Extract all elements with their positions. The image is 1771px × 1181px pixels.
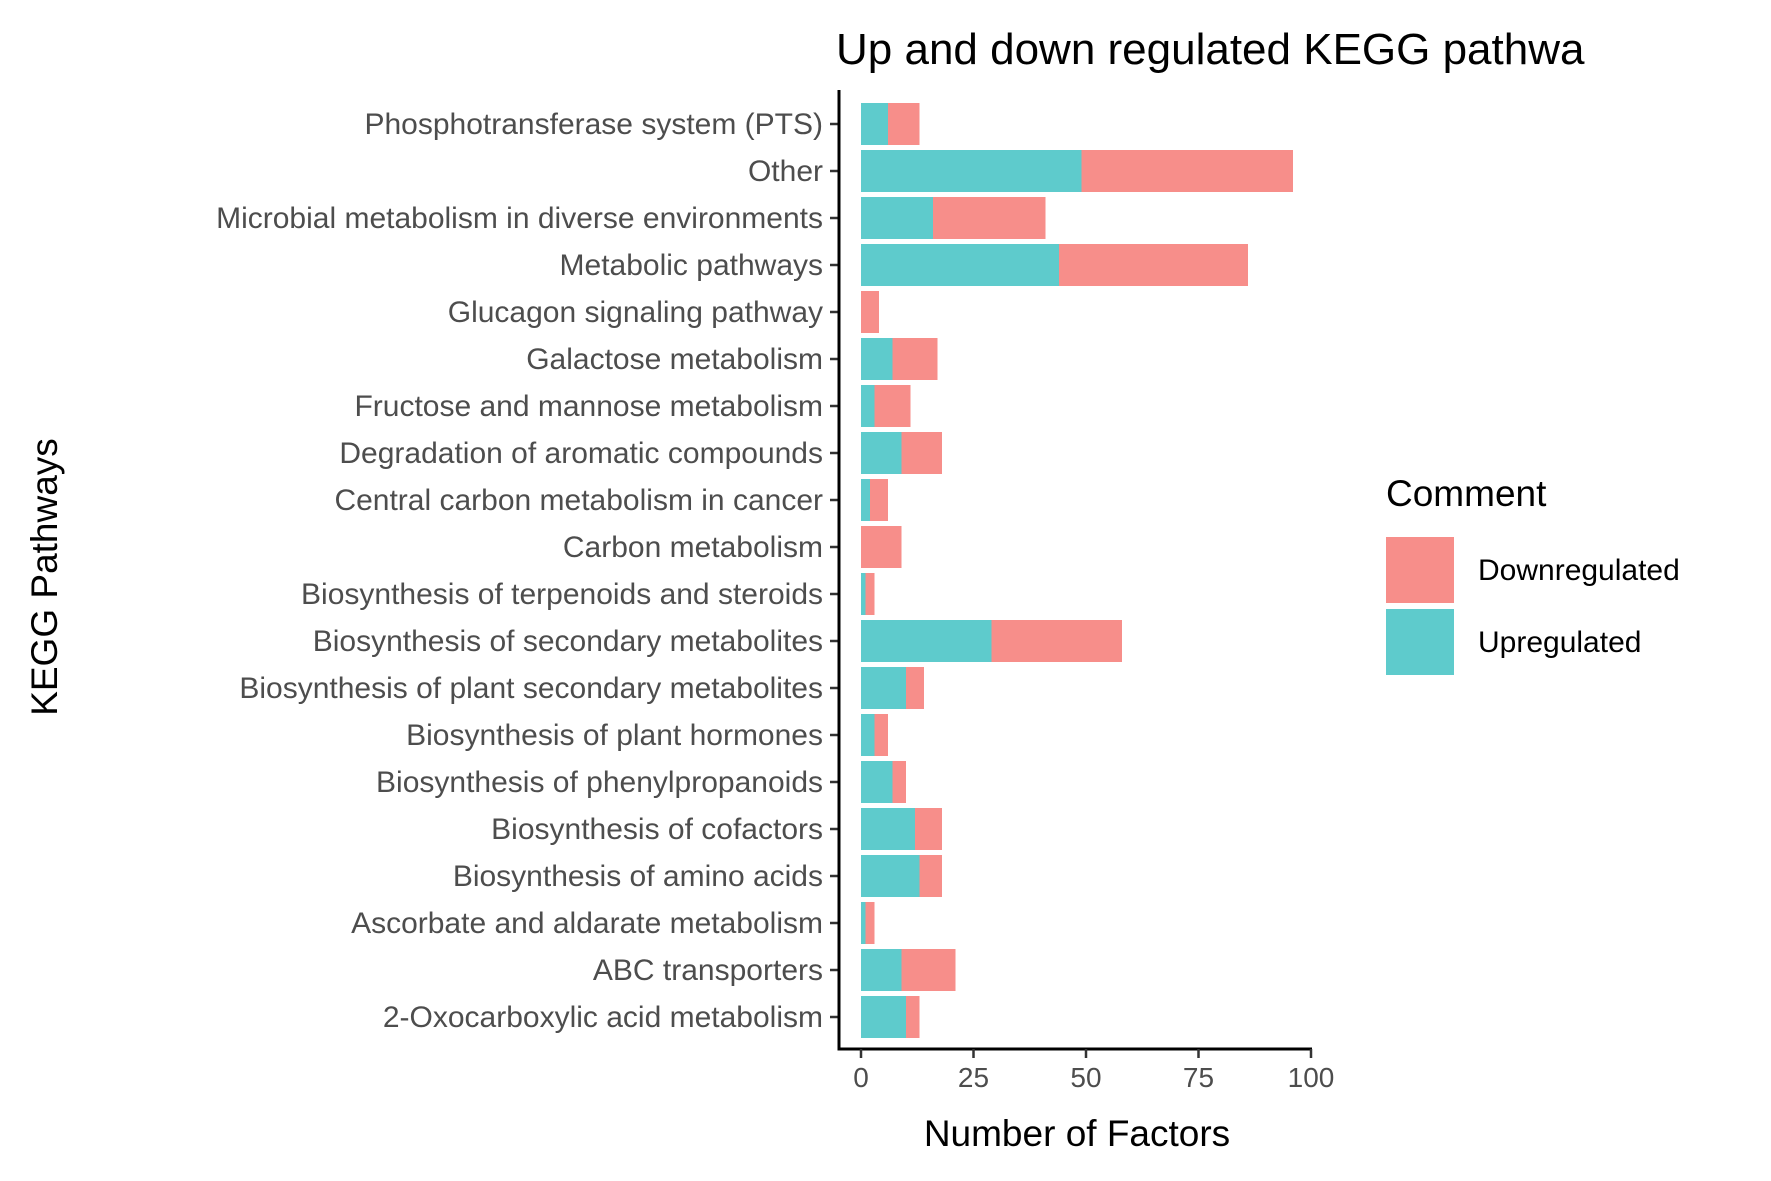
bar-upregulated [861, 197, 933, 239]
bar-downregulated [1081, 150, 1293, 192]
y-tick-label: Ascorbate and aldarate metabolism [351, 907, 823, 940]
y-tick-label: Fructose and mannose metabolism [354, 390, 823, 423]
bar-downregulated [933, 197, 1046, 239]
bar-downregulated [915, 808, 942, 850]
plot-area: Phosphotransferase system (PTS) Other Micr… [216, 90, 1334, 1093]
x-tick-label: 0 [853, 1062, 869, 1093]
bar-downregulated [906, 996, 920, 1038]
y-tick-label: Other [748, 155, 823, 188]
bar-downregulated [888, 103, 920, 145]
y-tick-label: Microbial metabolism in diverse environm… [216, 202, 823, 235]
bar-downregulated [870, 479, 888, 521]
legend-label-downregulated: Downregulated [1478, 554, 1680, 587]
legend-swatch-downregulated [1386, 537, 1454, 603]
x-axis-title: Number of Factors [924, 1113, 1230, 1154]
legend-label-upregulated: Upregulated [1478, 626, 1641, 659]
x-tick-label: 100 [1288, 1062, 1335, 1093]
y-tick-label: Biosynthesis of secondary metabolites [313, 625, 823, 658]
bar-downregulated [874, 714, 888, 756]
bar-downregulated [991, 620, 1122, 662]
y-tick-label: Biosynthesis of amino acids [453, 860, 823, 893]
bar-downregulated [1059, 244, 1248, 286]
bar-upregulated [861, 855, 920, 897]
bar-downregulated [892, 761, 906, 803]
bar-downregulated [861, 526, 902, 568]
bar-upregulated [861, 150, 1082, 192]
bar-upregulated [861, 808, 915, 850]
bar-upregulated [861, 573, 866, 615]
bar-upregulated [861, 761, 893, 803]
bar-downregulated [865, 902, 875, 944]
y-tick-label: Central carbon metabolism in cancer [334, 484, 823, 517]
bar-upregulated [861, 432, 902, 474]
y-tick-label: Biosynthesis of plant hormones [406, 719, 823, 752]
chart-title: Up and down regulated KEGG pathwa [836, 25, 1585, 74]
bar-upregulated [861, 244, 1059, 286]
bar-upregulated [861, 620, 992, 662]
x-tick-label: 75 [1183, 1062, 1214, 1093]
y-tick-label: Biosynthesis of terpenoids and steroids [301, 578, 823, 611]
bar-downregulated [906, 667, 924, 709]
legend: Comment Downregulated Upregulated [1386, 473, 1680, 675]
y-tick-label: Biosynthesis of phenylpropanoids [376, 766, 823, 799]
x-tick-label: 25 [958, 1062, 989, 1093]
y-tick-label: ABC transporters [593, 954, 823, 987]
y-tick-label: Metabolic pathways [560, 249, 823, 282]
bar-upregulated [861, 667, 906, 709]
bar-downregulated [919, 855, 942, 897]
y-tick-label: Biosynthesis of plant secondary metaboli… [239, 672, 823, 705]
bar-upregulated [861, 385, 875, 427]
legend-swatch-upregulated [1386, 609, 1454, 675]
x-tick-label: 50 [1070, 1062, 1101, 1093]
bar-downregulated [865, 573, 875, 615]
bar-downregulated [874, 385, 911, 427]
bar-downregulated [901, 949, 956, 991]
y-tick-label: Degradation of aromatic compounds [339, 437, 823, 470]
bar-downregulated [892, 338, 938, 380]
y-tick-label: Glucagon signaling pathway [448, 296, 823, 329]
bar-upregulated [861, 902, 866, 944]
y-tick-label: Biosynthesis of cofactors [491, 813, 823, 846]
legend-title: Comment [1386, 473, 1547, 514]
y-tick-label: Galactose metabolism [526, 343, 823, 376]
bar-downregulated [861, 291, 879, 333]
bar-upregulated [861, 714, 875, 756]
bar-downregulated [901, 432, 942, 474]
bar-upregulated [861, 338, 893, 380]
y-axis-title: KEGG Pathways [24, 438, 65, 716]
y-tick-label: Phosphotransferase system (PTS) [364, 108, 823, 141]
bar-upregulated [861, 949, 902, 991]
y-tick-label: Carbon metabolism [563, 531, 823, 564]
y-tick-label: 2-Oxocarboxylic acid metabolism [383, 1001, 823, 1034]
bar-upregulated [861, 103, 888, 145]
bar-upregulated [861, 996, 906, 1038]
bar-upregulated [861, 479, 870, 521]
